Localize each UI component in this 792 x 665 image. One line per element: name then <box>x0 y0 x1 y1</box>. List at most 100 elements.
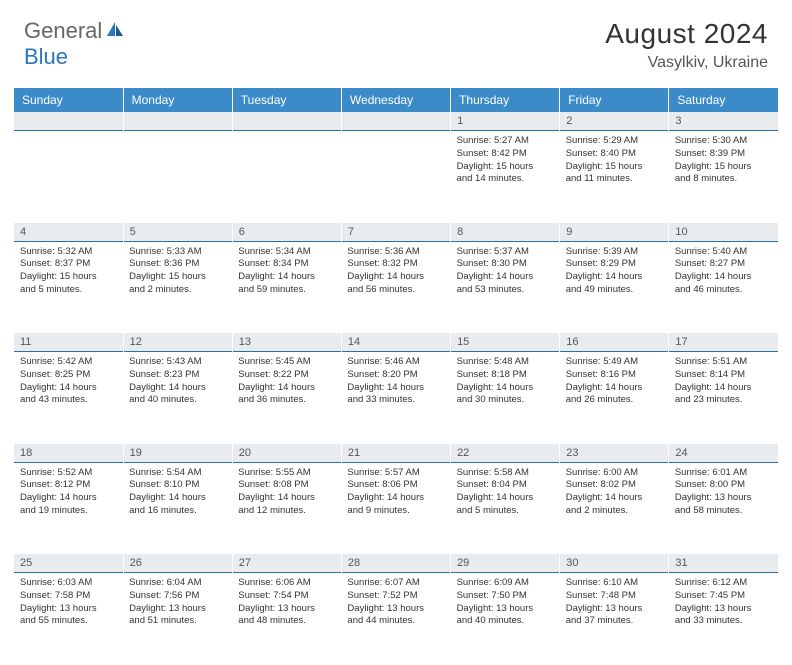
day-number: 30 <box>560 554 669 573</box>
day-number: 13 <box>232 333 341 352</box>
cell-line-sunrise: Sunrise: 5:49 AM <box>566 356 663 369</box>
cell-line-sunset: Sunset: 8:23 PM <box>129 369 226 382</box>
cell-line-day2: and 12 minutes. <box>238 505 335 518</box>
cell-body: Sunrise: 6:07 AMSunset: 7:52 PMDaylight:… <box>341 573 450 632</box>
day-number: 2 <box>560 112 669 131</box>
cell-line-day1: Daylight: 14 hours <box>566 492 663 505</box>
calendar-cell: Sunrise: 5:54 AMSunset: 8:10 PMDaylight:… <box>123 462 232 554</box>
cell-line-sunrise: Sunrise: 6:04 AM <box>129 577 226 590</box>
cell-line-day2: and 51 minutes. <box>129 615 226 628</box>
day-number: 9 <box>560 223 669 242</box>
cell-body: Sunrise: 5:27 AMSunset: 8:42 PMDaylight:… <box>451 131 560 190</box>
calendar-cell: Sunrise: 5:36 AMSunset: 8:32 PMDaylight:… <box>341 241 450 333</box>
weekday-header: Monday <box>123 88 232 112</box>
brand-logo: General <box>24 18 127 44</box>
cell-line-day2: and 55 minutes. <box>20 615 117 628</box>
month-title: August 2024 <box>605 18 768 50</box>
day-number: 8 <box>451 223 560 242</box>
cell-body: Sunrise: 5:42 AMSunset: 8:25 PMDaylight:… <box>14 352 123 411</box>
cell-line-sunrise: Sunrise: 5:54 AM <box>129 467 226 480</box>
calendar-cell: Sunrise: 5:32 AMSunset: 8:37 PMDaylight:… <box>14 241 123 333</box>
calendar-cell: Sunrise: 6:00 AMSunset: 8:02 PMDaylight:… <box>560 462 669 554</box>
cell-line-sunrise: Sunrise: 5:37 AM <box>457 246 554 259</box>
cell-line-day1: Daylight: 15 hours <box>675 161 772 174</box>
cell-line-sunset: Sunset: 7:58 PM <box>20 590 117 603</box>
cell-line-day1: Daylight: 14 hours <box>238 382 335 395</box>
calendar-cell: Sunrise: 5:46 AMSunset: 8:20 PMDaylight:… <box>341 352 450 444</box>
cell-line-sunrise: Sunrise: 5:57 AM <box>347 467 444 480</box>
cell-line-sunrise: Sunrise: 5:58 AM <box>457 467 554 480</box>
cell-line-sunset: Sunset: 8:02 PM <box>566 479 663 492</box>
calendar-cell: Sunrise: 5:40 AMSunset: 8:27 PMDaylight:… <box>669 241 778 333</box>
cell-body: Sunrise: 5:37 AMSunset: 8:30 PMDaylight:… <box>451 242 560 301</box>
cell-line-day2: and 5 minutes. <box>20 284 117 297</box>
cell-line-sunrise: Sunrise: 6:01 AM <box>675 467 772 480</box>
cell-line-sunset: Sunset: 8:12 PM <box>20 479 117 492</box>
cell-line-day1: Daylight: 14 hours <box>129 382 226 395</box>
calendar-cell <box>123 131 232 223</box>
brand-sail-icon <box>105 20 125 43</box>
cell-body: Sunrise: 6:01 AMSunset: 8:00 PMDaylight:… <box>669 463 778 522</box>
weekday-header: Thursday <box>451 88 560 112</box>
calendar-cell: Sunrise: 5:42 AMSunset: 8:25 PMDaylight:… <box>14 352 123 444</box>
calendar-cell: Sunrise: 6:03 AMSunset: 7:58 PMDaylight:… <box>14 573 123 665</box>
weekday-header: Saturday <box>669 88 778 112</box>
calendar-cell: Sunrise: 6:04 AMSunset: 7:56 PMDaylight:… <box>123 573 232 665</box>
cell-line-sunrise: Sunrise: 6:03 AM <box>20 577 117 590</box>
cell-line-day1: Daylight: 14 hours <box>129 492 226 505</box>
day-number: 10 <box>669 223 778 242</box>
cell-line-sunrise: Sunrise: 6:12 AM <box>675 577 772 590</box>
cell-line-day2: and 23 minutes. <box>675 394 772 407</box>
cell-line-sunset: Sunset: 8:22 PM <box>238 369 335 382</box>
cell-body: Sunrise: 6:00 AMSunset: 8:02 PMDaylight:… <box>560 463 669 522</box>
cell-line-day2: and 11 minutes. <box>566 173 663 186</box>
day-number: 4 <box>14 223 123 242</box>
cell-line-day2: and 33 minutes. <box>347 394 444 407</box>
calendar-cell <box>341 131 450 223</box>
calendar-cell: Sunrise: 5:49 AMSunset: 8:16 PMDaylight:… <box>560 352 669 444</box>
cell-line-sunset: Sunset: 8:39 PM <box>675 148 772 161</box>
cell-line-day2: and 56 minutes. <box>347 284 444 297</box>
cell-body: Sunrise: 5:49 AMSunset: 8:16 PMDaylight:… <box>560 352 669 411</box>
calendar-cell: Sunrise: 5:52 AMSunset: 8:12 PMDaylight:… <box>14 462 123 554</box>
cell-line-sunrise: Sunrise: 6:10 AM <box>566 577 663 590</box>
cell-line-sunset: Sunset: 8:42 PM <box>457 148 554 161</box>
calendar-cell: Sunrise: 5:51 AMSunset: 8:14 PMDaylight:… <box>669 352 778 444</box>
cell-line-day2: and 2 minutes. <box>566 505 663 518</box>
brand-part1: General <box>24 18 102 44</box>
calendar-cell: Sunrise: 5:30 AMSunset: 8:39 PMDaylight:… <box>669 131 778 223</box>
cell-body: Sunrise: 5:43 AMSunset: 8:23 PMDaylight:… <box>123 352 232 411</box>
cell-line-sunrise: Sunrise: 6:06 AM <box>238 577 335 590</box>
cell-line-day2: and 14 minutes. <box>457 173 554 186</box>
cell-line-sunset: Sunset: 7:50 PM <box>457 590 554 603</box>
day-number: 29 <box>451 554 560 573</box>
cell-line-sunrise: Sunrise: 5:48 AM <box>457 356 554 369</box>
calendar-cell: Sunrise: 6:12 AMSunset: 7:45 PMDaylight:… <box>669 573 778 665</box>
cell-body: Sunrise: 6:04 AMSunset: 7:56 PMDaylight:… <box>123 573 232 632</box>
cell-line-sunrise: Sunrise: 5:39 AM <box>566 246 663 259</box>
day-number: 19 <box>123 444 232 463</box>
cell-line-sunrise: Sunrise: 5:33 AM <box>129 246 226 259</box>
day-number: 31 <box>669 554 778 573</box>
cell-line-day1: Daylight: 13 hours <box>129 603 226 616</box>
cell-body: Sunrise: 6:06 AMSunset: 7:54 PMDaylight:… <box>232 573 341 632</box>
cell-line-sunrise: Sunrise: 5:30 AM <box>675 135 772 148</box>
cell-line-sunrise: Sunrise: 5:27 AM <box>457 135 554 148</box>
cell-line-day2: and 16 minutes. <box>129 505 226 518</box>
calendar-cell: Sunrise: 5:45 AMSunset: 8:22 PMDaylight:… <box>232 352 341 444</box>
cell-line-sunset: Sunset: 8:20 PM <box>347 369 444 382</box>
cell-line-day1: Daylight: 14 hours <box>238 271 335 284</box>
day-number: 23 <box>560 444 669 463</box>
day-number: 14 <box>341 333 450 352</box>
cell-body: Sunrise: 5:33 AMSunset: 8:36 PMDaylight:… <box>123 242 232 301</box>
calendar-week-row: Sunrise: 5:52 AMSunset: 8:12 PMDaylight:… <box>14 462 778 554</box>
cell-line-day2: and 37 minutes. <box>566 615 663 628</box>
cell-line-sunrise: Sunrise: 5:45 AM <box>238 356 335 369</box>
cell-line-sunset: Sunset: 8:40 PM <box>566 148 663 161</box>
cell-line-day1: Daylight: 14 hours <box>347 382 444 395</box>
calendar-cell <box>232 131 341 223</box>
cell-line-day1: Daylight: 14 hours <box>347 271 444 284</box>
day-number: 11 <box>14 333 123 352</box>
day-number <box>123 112 232 131</box>
cell-line-day2: and 58 minutes. <box>675 505 772 518</box>
